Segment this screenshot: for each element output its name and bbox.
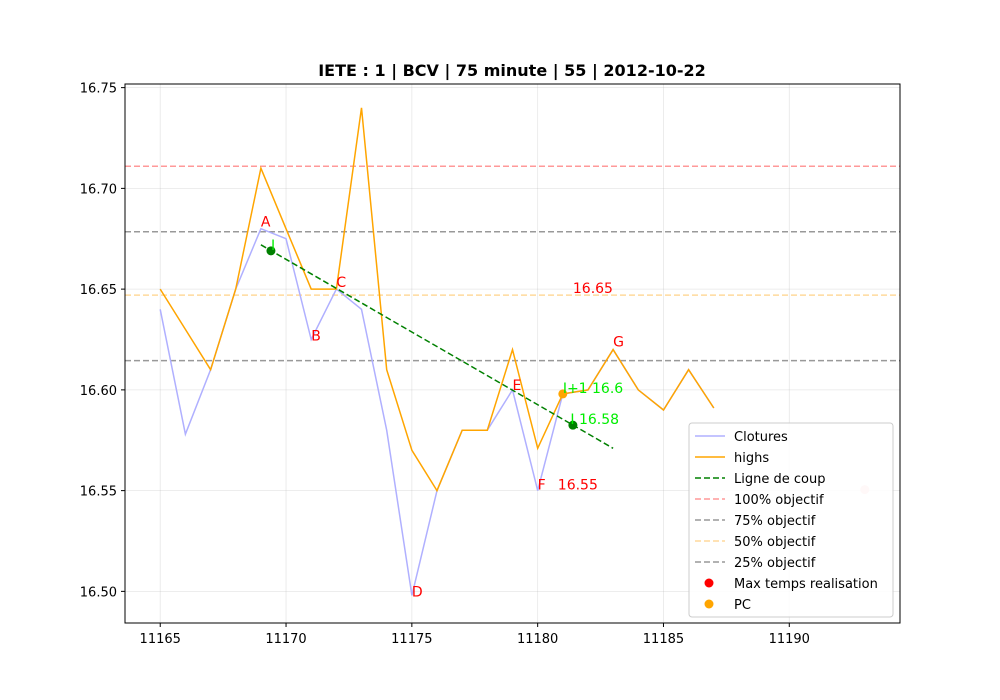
plot-area: A B C D E F G 16.65 16.55 I I+1 16.6 I 16.58 11165 11… xyxy=(80,82,901,647)
x-tick-label: 11190 xyxy=(769,632,810,647)
legend-label-100-objectif: 100% objectif xyxy=(734,493,824,508)
x-tick-label: 11185 xyxy=(643,632,684,647)
y-tick-label: 16.60 xyxy=(80,384,117,399)
annotation-label: A xyxy=(261,215,271,231)
chart-title: IETE : 1 | BCV | 75 minute | 55 | 2012-1… xyxy=(318,61,706,81)
legend-label-75-objectif: 75% objectif xyxy=(734,514,816,529)
series-highs xyxy=(159,107,715,493)
annotation-label: C xyxy=(336,275,346,291)
annotation-label: D xyxy=(412,584,423,600)
legend-box xyxy=(688,422,894,618)
legend-label-50-objectif: 50% objectif xyxy=(734,535,816,550)
legend-marker-max-temps-realisation xyxy=(704,578,714,588)
legend: Clotures highs Ligne de coup 100% objectif 7… xyxy=(688,422,894,618)
point-i xyxy=(266,246,276,256)
legend-label-ligne-de-coup: Ligne de coup xyxy=(734,472,825,487)
y-tick-label: 16.50 xyxy=(80,585,117,600)
legend-label-clotures: Clotures xyxy=(734,430,788,445)
point-pc xyxy=(558,389,568,399)
y-tick-label: 16.65 xyxy=(80,283,117,298)
axes-frame xyxy=(124,83,901,624)
annotation-label: E xyxy=(513,378,522,394)
legend-marker-pc xyxy=(704,599,714,609)
legend-label-25-objectif: 25% objectif xyxy=(734,556,816,571)
annotation-label: F xyxy=(538,478,546,494)
x-tick-label: 11165 xyxy=(140,632,181,647)
y-tick-label: 16.70 xyxy=(80,182,117,197)
legend-label-max-temps-realisation: Max temps realisation xyxy=(734,577,878,592)
annotation-label: 16.65 xyxy=(573,281,613,297)
annotation-label: 16.55 xyxy=(558,478,598,494)
annotation-label: B xyxy=(311,329,321,345)
y-tick-label: 16.75 xyxy=(80,82,117,97)
point-i xyxy=(568,420,578,430)
x-tick-label: 11170 xyxy=(265,632,306,647)
legend-label-highs: highs xyxy=(734,451,769,466)
annotation-label: I+1 16.6 xyxy=(563,381,623,397)
annotation-label: G xyxy=(613,335,624,351)
series-ligne-de-coup xyxy=(260,244,614,449)
annotation-label: I 16.58 xyxy=(570,412,619,428)
annotation-label: I xyxy=(271,238,275,254)
y-tick-label: 16.55 xyxy=(80,485,117,500)
x-tick-label: 11175 xyxy=(391,632,432,647)
legend-label-pc: PC xyxy=(734,598,751,613)
x-tick-label: 11180 xyxy=(517,632,558,647)
